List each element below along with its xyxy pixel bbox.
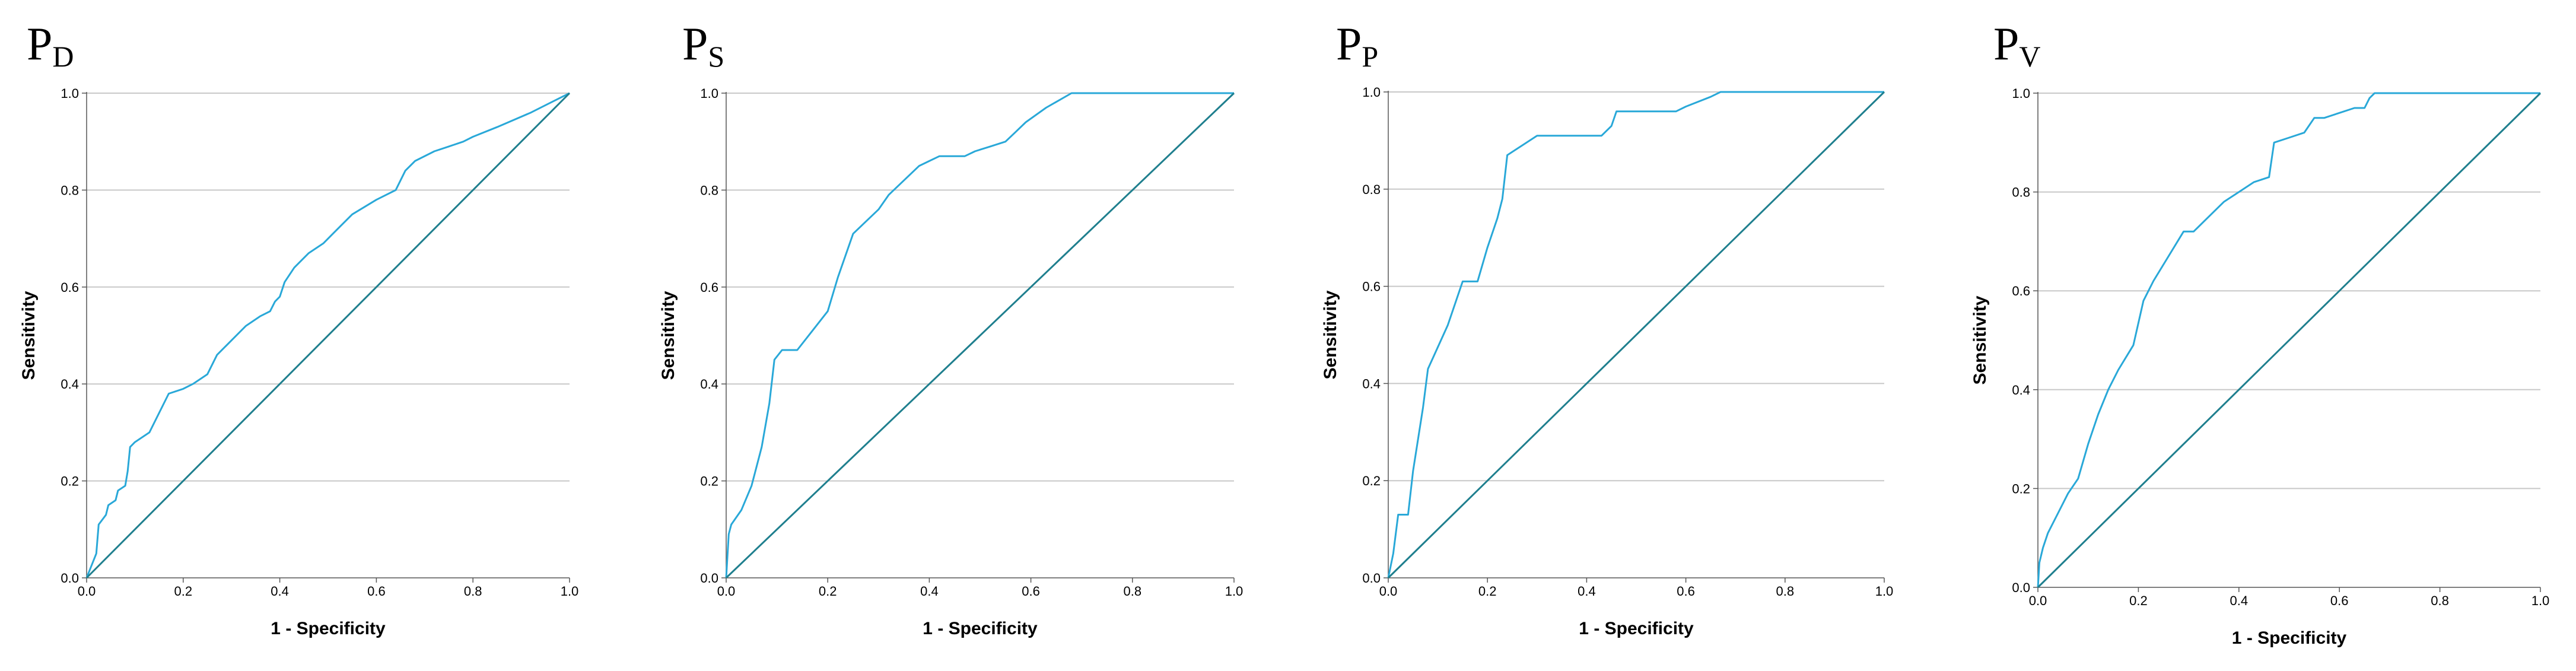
reference-line (2037, 92, 2542, 589)
roc-chart-ps: 0.0 0.2 0.4 0.6 0.8 1.0 0.0 0.2 0.4 0.6 0.8 1.0 1 - … (647, 0, 1293, 671)
chart-title-subscript: D (52, 40, 74, 73)
x-tick-label: 0.8 (1776, 584, 1795, 599)
x-tick-label: 0.6 (367, 584, 386, 599)
x-tick-label: 0.4 (920, 584, 939, 599)
roc-chart-pd: 0.0 0.2 0.4 0.6 0.8 1.0 0.0 0.2 0.4 0.6 0.8 1.0 1 - … (0, 0, 647, 671)
roc-chart-pp: 0.0 0.2 0.4 0.6 0.8 1.0 0.0 0.2 0.4 0.6 0.8 1.0 1 - … (1293, 0, 1940, 671)
chart-title-main: P (1336, 18, 1362, 69)
x-tick-label: 0.2 (819, 584, 837, 599)
x-tick-label: 0.4 (2230, 593, 2249, 608)
y-axis-label: Sensitivity (1321, 290, 1340, 379)
y-tick-label: 1.0 (61, 86, 79, 101)
roc-chart-pv-svg: 0.0 0.2 0.4 0.6 0.8 1.0 0.0 0.2 0.4 0.6 0.8 1.0 1 - … (1970, 18, 2550, 648)
roc-chart-pv: 0.0 0.2 0.4 0.6 0.8 1.0 0.0 0.2 0.4 0.6 0.8 1.0 1 - … (1940, 0, 2576, 671)
y-tick-label: 0.2 (61, 474, 79, 489)
y-tick-label: 1.0 (1362, 85, 1381, 100)
x-tick-label: 0.8 (2431, 593, 2449, 608)
y-tick-label: 0.6 (700, 280, 718, 295)
roc-chart-pp-svg: 0.0 0.2 0.4 0.6 0.8 1.0 0.0 0.2 0.4 0.6 0.8 1.0 1 - … (1321, 18, 1894, 638)
y-tick-label: 0.0 (1362, 571, 1381, 586)
y-tick-label: 0.6 (61, 280, 79, 295)
x-tick-label: 0.6 (2330, 593, 2349, 608)
chart-title: PP (1336, 18, 1378, 73)
y-tick-label: 0.8 (2012, 185, 2030, 200)
roc-chart-ps-svg: 0.0 0.2 0.4 0.6 0.8 1.0 0.0 0.2 0.4 0.6 0.8 1.0 1 - … (659, 18, 1244, 638)
chart-title-main: P (1993, 18, 2019, 69)
reference-line (85, 92, 571, 579)
x-tick-label: 0.2 (1478, 584, 1497, 599)
chart-title: PV (1993, 18, 2041, 73)
x-axis-label: 1 - Specificity (1579, 619, 1694, 638)
chart-title-subscript: V (2019, 40, 2040, 73)
reference-line (1387, 91, 1885, 579)
y-tick-label: 0.2 (2012, 481, 2030, 496)
x-tick-label: 1.0 (1225, 584, 1244, 599)
x-tick-label: 1.0 (561, 584, 579, 599)
chart-title-subscript: S (708, 40, 724, 73)
chart-title: PD (27, 18, 74, 73)
x-tick-label: 0.4 (271, 584, 289, 599)
x-tick-label: 0.8 (1124, 584, 1142, 599)
roc-curve (725, 92, 1234, 578)
y-tick-label: 0.8 (1362, 182, 1381, 197)
roc-chart-pd-svg: 0.0 0.2 0.4 0.6 0.8 1.0 0.0 0.2 0.4 0.6 0.8 1.0 1 - … (19, 18, 579, 638)
chart-title-main: P (27, 18, 52, 69)
x-tick-label: 0.0 (1379, 584, 1398, 599)
y-tick-label: 0.8 (700, 183, 718, 198)
x-axis-label: 1 - Specificity (923, 619, 1038, 638)
x-tick-label: 0.0 (78, 584, 96, 599)
y-tick-label: 0.0 (2012, 580, 2030, 595)
x-tick-label: 0.8 (464, 584, 482, 599)
y-axis-label: Sensitivity (19, 291, 39, 380)
y-tick-label: 0.0 (700, 571, 718, 586)
x-axis-label: 1 - Specificity (2232, 628, 2347, 648)
chart-title-subscript: P (1362, 40, 1378, 73)
x-axis-label: 1 - Specificity (271, 619, 386, 638)
y-tick-label: 1.0 (700, 86, 718, 101)
x-tick-label: 0.0 (2029, 593, 2047, 608)
y-tick-label: 0.6 (1362, 279, 1381, 294)
roc-curve (1387, 91, 1884, 578)
y-tick-label: 0.0 (61, 571, 79, 586)
y-tick-label: 0.4 (700, 377, 718, 392)
x-tick-label: 1.0 (1875, 584, 1894, 599)
x-tick-label: 0.6 (1022, 584, 1040, 599)
chart-title-main: P (682, 18, 708, 69)
y-tick-label: 0.6 (2012, 284, 2030, 298)
y-tick-label: 0.4 (61, 377, 79, 392)
reference-line (725, 92, 1235, 579)
y-tick-label: 1.0 (2012, 86, 2030, 101)
y-tick-label: 0.2 (700, 474, 718, 489)
roc-curve (85, 92, 570, 578)
x-tick-label: 0.6 (1677, 584, 1695, 599)
y-tick-label: 0.8 (61, 183, 79, 198)
y-axis-label: Sensitivity (1970, 295, 1990, 384)
x-tick-label: 0.2 (2129, 593, 2148, 608)
x-tick-label: 0.4 (1578, 584, 1596, 599)
y-tick-label: 0.4 (2012, 383, 2030, 397)
chart-title: PS (682, 18, 724, 73)
x-tick-label: 0.2 (174, 584, 193, 599)
x-tick-label: 0.0 (717, 584, 736, 599)
y-axis-label: Sensitivity (659, 291, 678, 380)
y-tick-label: 0.2 (1362, 473, 1381, 488)
roc-curve (2037, 92, 2540, 588)
x-tick-label: 1.0 (2532, 593, 2550, 608)
y-tick-label: 0.4 (1362, 376, 1381, 391)
